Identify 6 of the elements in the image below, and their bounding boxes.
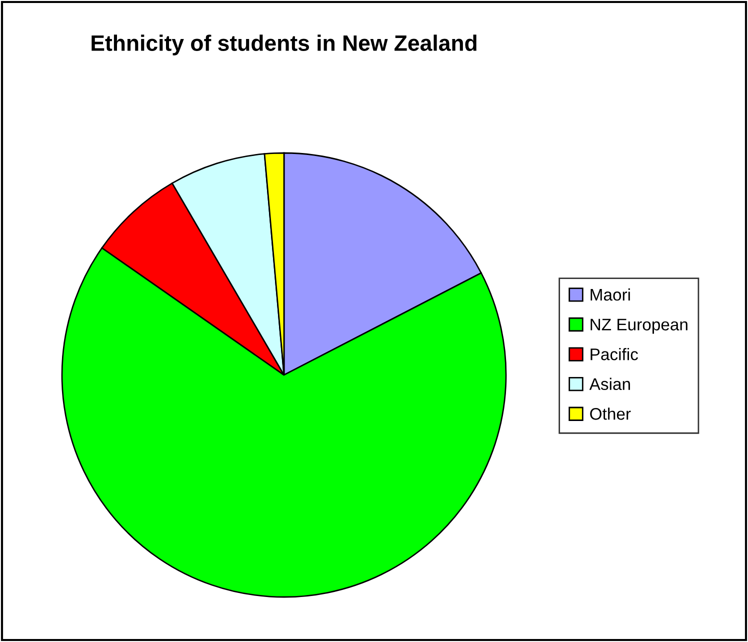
legend-label: Pacific — [590, 348, 638, 360]
legend-label: Maori — [590, 288, 630, 301]
legend-label: Other — [590, 408, 631, 420]
legend-label: NZ European — [590, 318, 688, 334]
legend-label: Asian — [589, 378, 630, 390]
chart-title: Ethnicity of students in New Zealand — [92, 34, 476, 56]
